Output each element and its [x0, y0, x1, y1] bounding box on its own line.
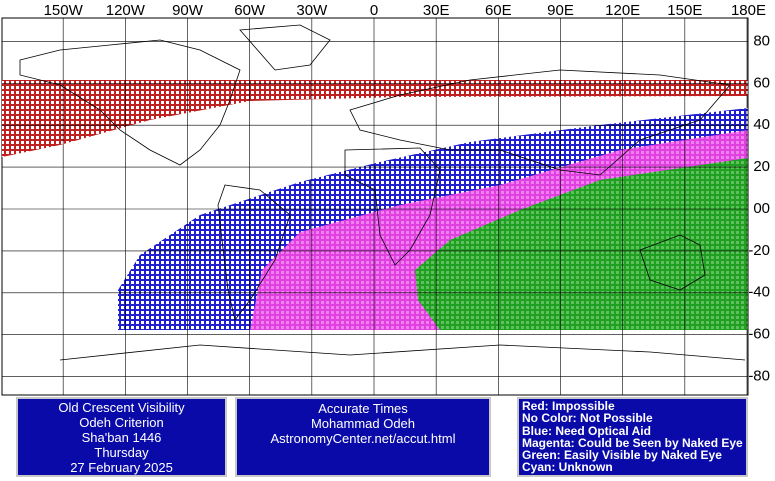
box-line: Thursday	[94, 445, 149, 460]
longitude-label: 60W	[234, 2, 266, 19]
legend-box: Red: Impossible No Color: Not Possible Blu…	[517, 397, 748, 477]
latitude-label: -40	[748, 284, 770, 301]
source-box: Accurate Times Mohammad Odeh AstronomyCent…	[235, 397, 491, 477]
latitude-label: 00	[753, 200, 770, 217]
longitude-label: 180E	[731, 2, 766, 19]
longitude-label: 120E	[605, 2, 640, 19]
region-impossible	[2, 80, 748, 157]
latitude-label: 80	[753, 32, 770, 49]
box-line: Mohammad Odeh	[310, 416, 416, 431]
longitude-label: 90W	[172, 2, 204, 19]
box-line: 27 February 2025	[70, 460, 173, 475]
box-line: Magenta: Could be Seen by Naked Eye	[522, 435, 743, 450]
latitude-label: 40	[753, 116, 770, 133]
box-line: AstronomyCenter.net/accut.html	[270, 431, 456, 446]
box-line: Sha'ban 1446	[81, 430, 162, 445]
latitude-label: -60	[748, 326, 770, 343]
latitude-label: 60	[753, 74, 770, 91]
box-line: Red: Impossible	[522, 399, 615, 413]
longitude-label: 30W	[296, 2, 328, 19]
coastlines	[19, 24, 746, 361]
longitude-label: 0	[370, 2, 378, 19]
longitude-label: 90E	[547, 2, 574, 19]
box-line: Odeh Criterion	[79, 415, 164, 430]
latitude-label: -80	[748, 368, 770, 385]
box-line: Accurate Times	[318, 401, 408, 416]
box-line: Blue: Need Optical Aid	[522, 423, 651, 438]
longitude-label: 120W	[106, 2, 146, 19]
longitude-label: 150E	[667, 2, 702, 19]
map: 150W 120W 90W 60W 30W 0 30E 60E 90E 120E 150E 180E 8…	[1, 2, 770, 396]
info-box: Old Crescent Visibility Odeh Criterion Sha…	[16, 397, 227, 477]
box-line: Green: Easily Visible by Naked Eye	[522, 448, 722, 463]
box-line: Cyan: Unknown	[522, 460, 613, 475]
latitude-label: -20	[748, 242, 770, 259]
longitude-label: 30E	[423, 2, 450, 19]
box-line: No Color: Not Possible	[522, 411, 653, 426]
longitude-label: 150W	[44, 2, 84, 19]
latitude-label: 20	[753, 158, 770, 175]
box-line: Old Crescent Visibility	[58, 400, 185, 415]
longitude-label: 60E	[485, 2, 512, 19]
